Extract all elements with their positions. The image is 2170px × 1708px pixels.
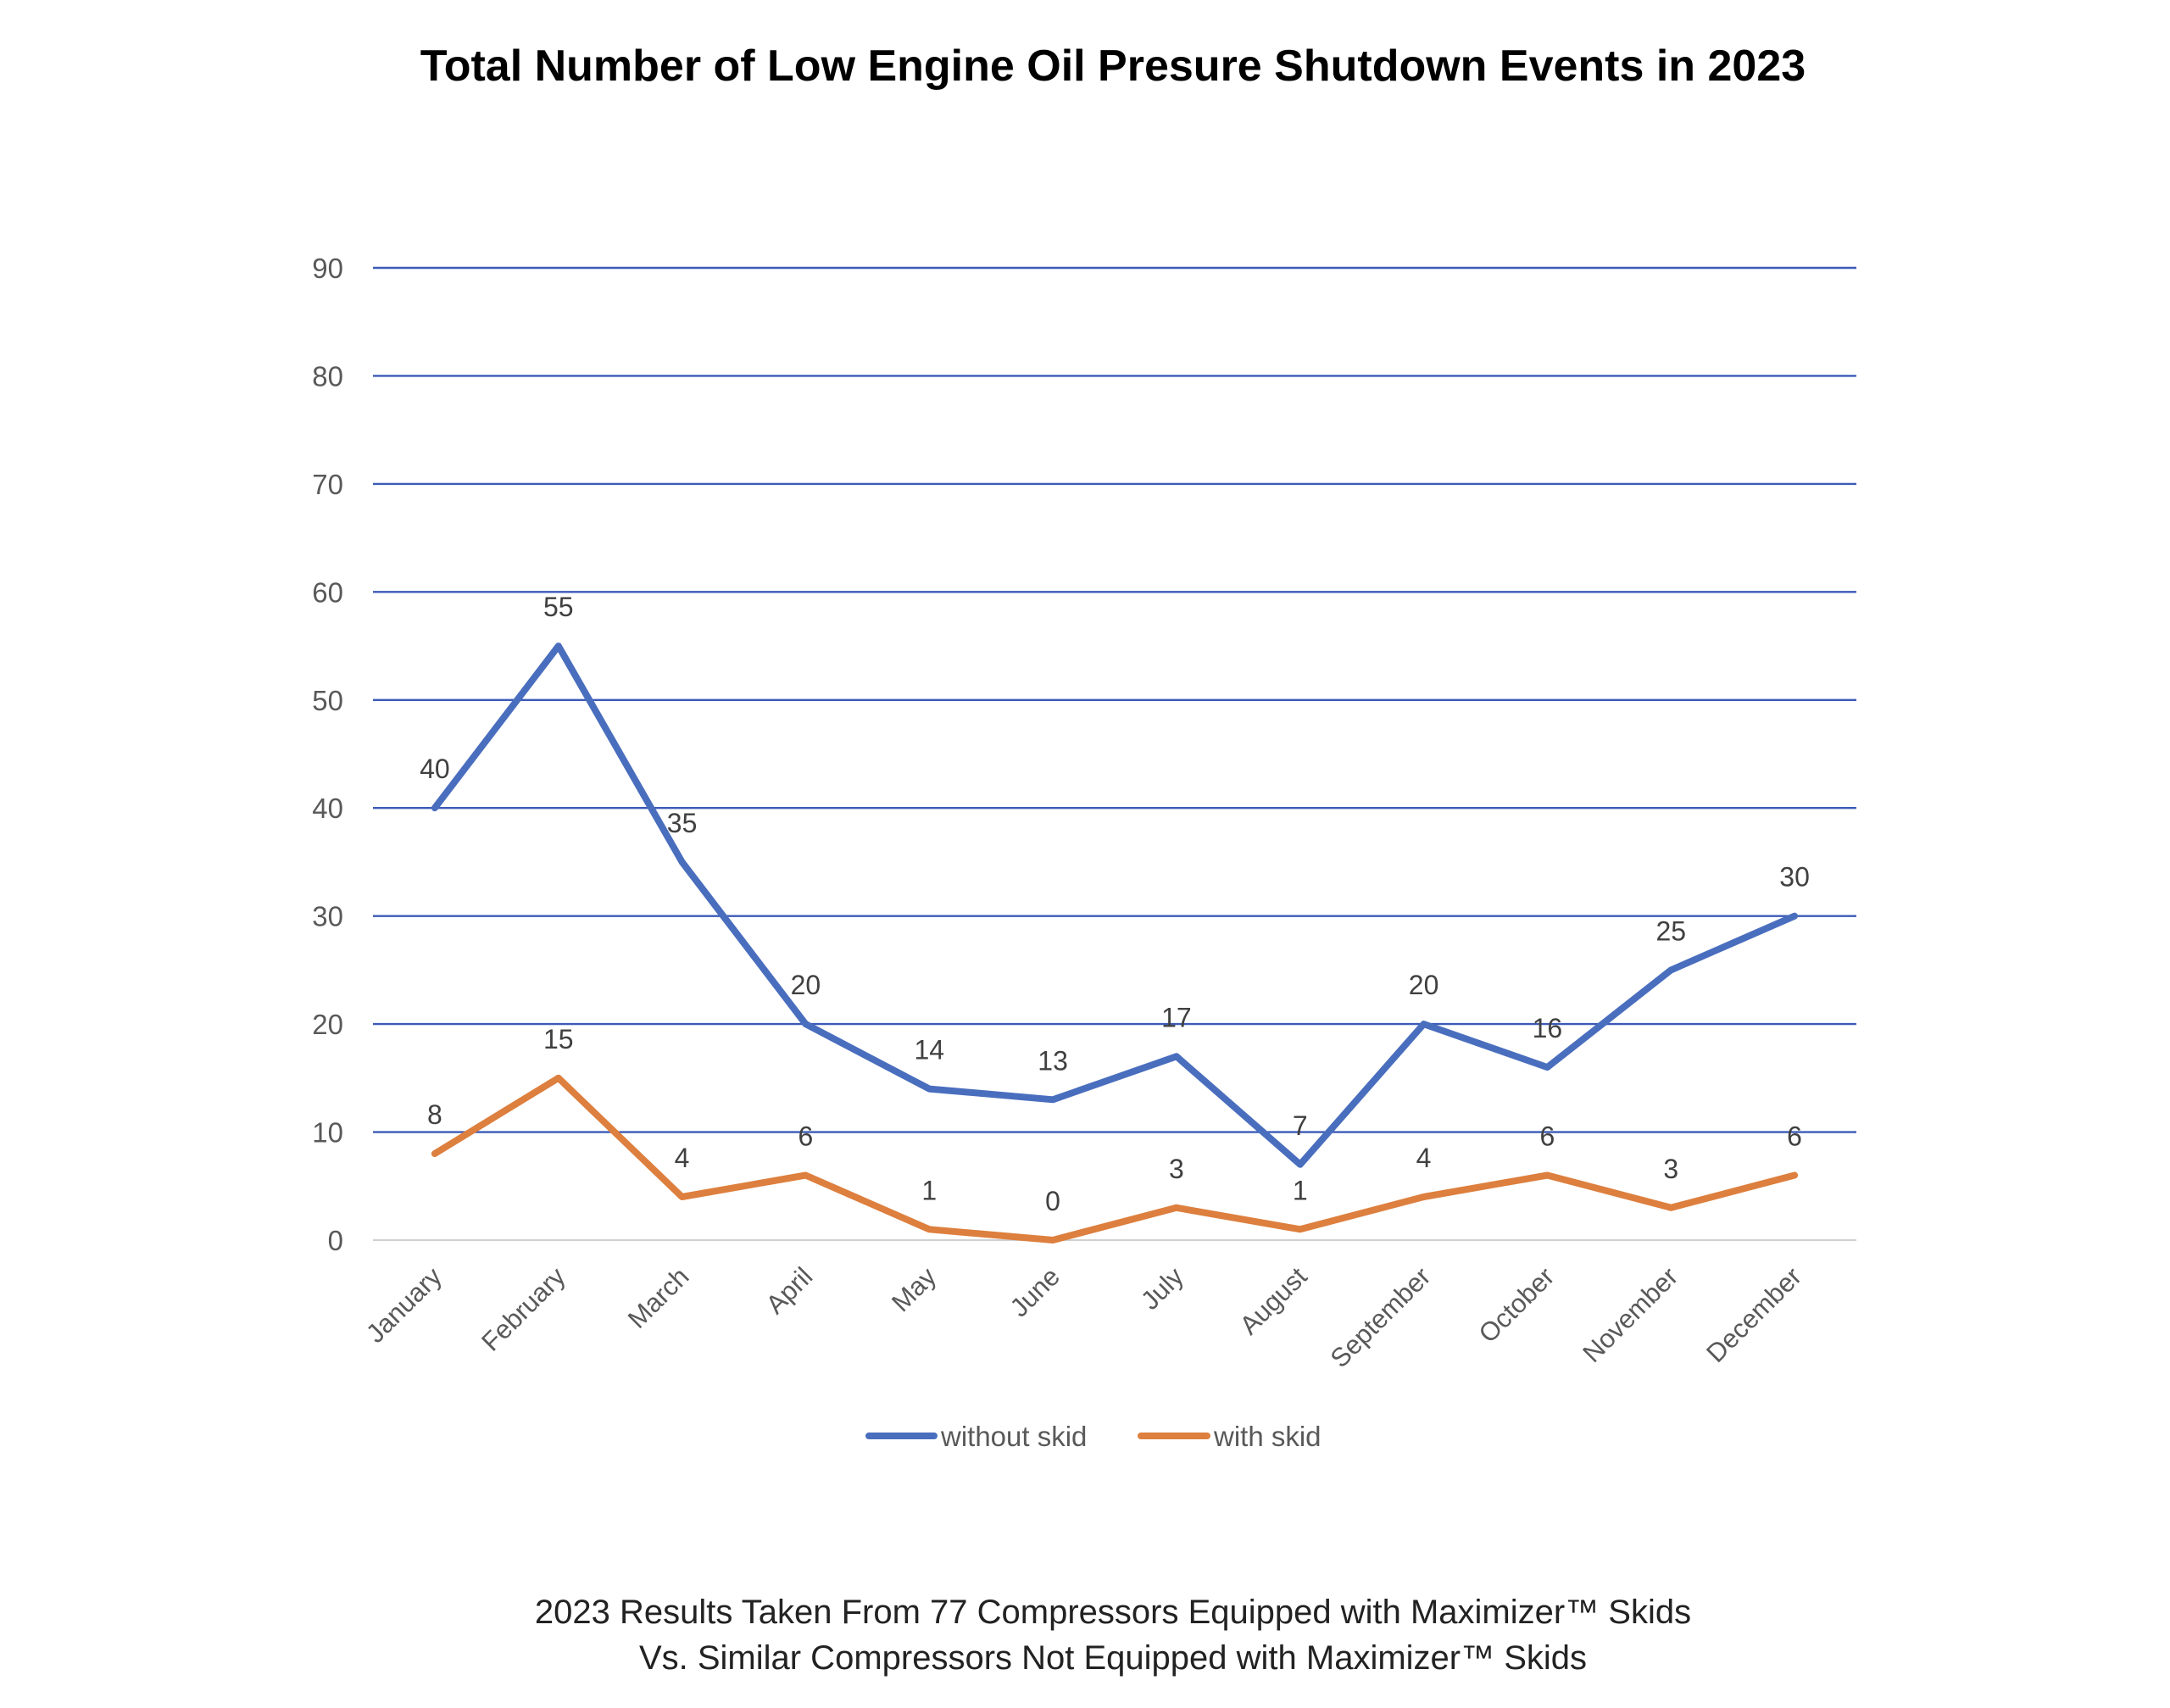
x-tick-label: November xyxy=(1577,1261,1683,1368)
series-lines xyxy=(431,643,1799,1243)
data-label: 4 xyxy=(675,1143,690,1173)
legend: without skid with skid xyxy=(865,1421,1321,1452)
gridlines xyxy=(373,266,1856,1241)
data-label: 13 xyxy=(1038,1045,1068,1076)
legend-label: with skid xyxy=(1213,1421,1321,1452)
caption-line-2: Vs. Similar Compressors Not Equipped wit… xyxy=(639,1639,1587,1677)
x-axis-ticks: January February March April May June July Augu… xyxy=(360,1261,1807,1373)
y-tick-label: 70 xyxy=(312,469,343,500)
data-label: 20 xyxy=(791,970,821,1000)
data-label: 25 xyxy=(1655,915,1686,946)
y-tick-label: 40 xyxy=(312,793,343,824)
y-tick-label: 30 xyxy=(312,901,343,932)
series-line xyxy=(431,1074,1799,1243)
data-label: 4 xyxy=(1416,1143,1432,1173)
x-tick-label: September xyxy=(1325,1261,1437,1373)
caption-line-1: 2023 Results Taken From 77 Compressors E… xyxy=(535,1594,1691,1631)
data-label: 1 xyxy=(921,1175,937,1205)
data-label: 1 xyxy=(1293,1175,1308,1205)
data-label: 35 xyxy=(667,808,698,838)
y-tick-label: 20 xyxy=(312,1009,343,1040)
x-tick-label: February xyxy=(476,1261,571,1357)
x-tick-label: July xyxy=(1135,1261,1189,1316)
y-tick-label: 60 xyxy=(312,576,343,608)
y-tick-label: 90 xyxy=(312,253,343,284)
data-label: 40 xyxy=(420,754,450,784)
data-label: 20 xyxy=(1409,970,1439,1000)
chart-title: Total Number of Low Engine Oil Presure S… xyxy=(420,42,1806,91)
data-label: 15 xyxy=(543,1024,574,1054)
data-label: 16 xyxy=(1533,1013,1563,1043)
data-label: 3 xyxy=(1663,1154,1678,1184)
y-axis-ticks: 0 10 20 30 40 50 60 70 80 90 xyxy=(312,253,343,1256)
data-label: 0 xyxy=(1045,1186,1060,1216)
x-tick-label: October xyxy=(1473,1261,1561,1349)
data-label: 6 xyxy=(1787,1121,1802,1152)
data-label: 3 xyxy=(1169,1154,1184,1184)
x-tick-label: March xyxy=(622,1261,695,1334)
x-tick-label: May xyxy=(886,1261,943,1318)
data-label: 14 xyxy=(914,1035,944,1065)
x-tick-label: August xyxy=(1234,1261,1313,1340)
y-tick-label: 80 xyxy=(312,360,343,392)
data-label: 8 xyxy=(427,1099,442,1130)
data-label: 6 xyxy=(1540,1121,1555,1152)
data-label: 7 xyxy=(1293,1110,1308,1141)
data-label: 55 xyxy=(543,592,574,622)
y-tick-label: 10 xyxy=(312,1117,343,1149)
data-label: 30 xyxy=(1779,862,1810,893)
data-label: 6 xyxy=(798,1121,814,1152)
legend-label: without skid xyxy=(940,1421,1087,1452)
series-line xyxy=(431,643,1799,1168)
y-tick-label: 50 xyxy=(312,685,343,716)
x-tick-label: April xyxy=(760,1261,819,1320)
y-tick-label: 0 xyxy=(328,1225,343,1256)
data-label: 17 xyxy=(1161,1002,1192,1032)
x-tick-label: June xyxy=(1004,1261,1066,1322)
x-tick-label: January xyxy=(360,1261,448,1349)
x-tick-label: December xyxy=(1700,1261,1807,1368)
